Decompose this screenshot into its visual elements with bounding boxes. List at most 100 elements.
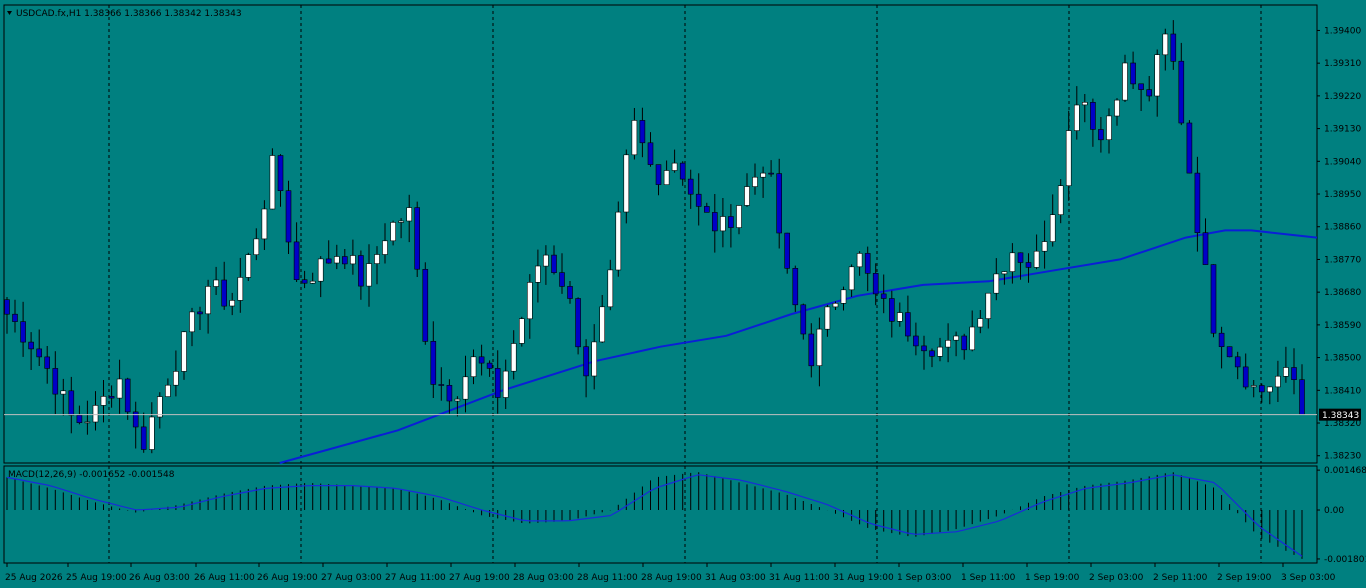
price-tick-label: 1.38860 <box>1324 223 1361 233</box>
candle <box>896 302 903 327</box>
candle <box>816 317 823 387</box>
price-tick-label: 1.38950 <box>1324 190 1361 200</box>
candle <box>398 218 404 239</box>
macd-header: MACD(12,26,9) -0.001652 -0.001548 <box>8 470 175 480</box>
candle <box>317 256 324 298</box>
macd-plot-frame <box>3 465 1318 564</box>
main-plot-frame <box>3 4 1318 464</box>
time-tick-label: 1 Sep 11:00 <box>961 573 1016 583</box>
time-tick-label: 26 Aug 11:00 <box>194 573 255 583</box>
candle <box>703 202 710 213</box>
candle <box>20 301 26 357</box>
candle <box>720 198 726 248</box>
candle <box>808 323 815 378</box>
candle <box>1082 94 1088 123</box>
candle <box>1017 252 1024 280</box>
candle <box>285 180 292 254</box>
candle <box>1283 346 1289 383</box>
current-price-box <box>1319 408 1361 421</box>
price-tick-label: 1.39220 <box>1324 92 1361 102</box>
candle <box>615 201 622 277</box>
candle <box>728 204 734 248</box>
candle <box>189 307 195 347</box>
time-tick-label: 27 Aug 19:00 <box>449 573 510 583</box>
candle <box>752 163 758 195</box>
macd-tick-label: 0.00 <box>1324 506 1344 516</box>
candle <box>116 359 123 414</box>
candle <box>124 377 131 420</box>
candle <box>470 349 477 385</box>
candle <box>872 263 879 306</box>
candle <box>969 310 976 352</box>
candle <box>422 262 429 345</box>
candle <box>165 378 171 398</box>
candle <box>736 205 742 235</box>
candle <box>518 316 525 347</box>
candle <box>1041 220 1048 269</box>
candle <box>245 252 252 281</box>
candle <box>229 292 235 316</box>
candle <box>1259 383 1265 403</box>
candle <box>1202 218 1209 265</box>
candle <box>60 378 67 416</box>
candle <box>905 295 911 342</box>
time-tick-label: 31 Aug 03:00 <box>705 573 766 583</box>
candle <box>744 173 750 207</box>
candle <box>92 391 99 431</box>
time-tick-label: 27 Aug 11:00 <box>385 573 446 583</box>
candle <box>543 245 549 285</box>
candle <box>358 250 364 300</box>
candle <box>269 148 276 210</box>
price-tick-label: 1.38590 <box>1324 321 1361 331</box>
candle <box>921 335 927 370</box>
candle <box>510 330 517 380</box>
candle <box>663 160 670 185</box>
macd-tick-label: -0.001801 <box>1324 555 1366 565</box>
candle <box>1074 86 1080 140</box>
price-tick-label: 1.38230 <box>1324 452 1361 462</box>
candle <box>760 166 766 198</box>
candle <box>1186 120 1193 174</box>
dropdown-triangle-icon[interactable] <box>7 11 12 15</box>
candle <box>768 160 774 177</box>
price-tick-label: 1.38410 <box>1324 386 1361 396</box>
candle <box>1250 380 1257 398</box>
candle <box>12 299 18 333</box>
candle <box>864 246 871 292</box>
candle <box>784 232 791 274</box>
candle <box>583 339 589 398</box>
time-tick-label: 26 Aug 03:00 <box>129 573 190 583</box>
candle <box>1049 194 1056 247</box>
time-tick-label: 31 Aug 11:00 <box>769 573 830 583</box>
candle <box>132 401 139 449</box>
candle <box>341 249 348 269</box>
candle <box>1291 348 1297 395</box>
candle <box>631 108 638 160</box>
candle <box>888 290 895 338</box>
candle <box>687 169 694 209</box>
candle <box>462 355 469 413</box>
candle <box>1033 234 1040 270</box>
candle <box>945 323 951 363</box>
candle <box>1009 243 1016 284</box>
candle <box>374 246 380 285</box>
price-tick-label: 1.38320 <box>1324 419 1361 429</box>
candle <box>28 332 34 370</box>
current-price-label: 1.38343 <box>1322 411 1359 421</box>
candle <box>551 245 557 275</box>
candle <box>575 297 581 355</box>
candle <box>438 367 445 401</box>
time-tick-label: 1 Sep 19:00 <box>1025 573 1080 583</box>
candle <box>1299 364 1305 416</box>
candle <box>205 279 211 334</box>
candle <box>406 194 413 243</box>
candle <box>711 194 718 253</box>
candle <box>985 292 992 329</box>
time-tick-label: 25 Aug 2026 <box>5 573 63 583</box>
candle <box>221 261 227 310</box>
candle <box>350 239 356 275</box>
candle <box>1234 351 1241 380</box>
candle <box>454 396 461 417</box>
